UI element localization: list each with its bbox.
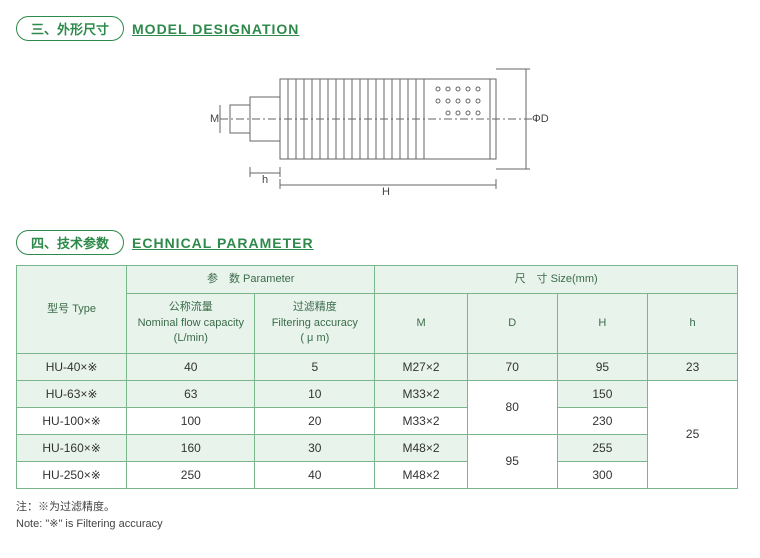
th-hsmall: h xyxy=(648,294,738,353)
table-row: HU-63×※ 63 10 M33×2 80 150 25 xyxy=(17,380,738,407)
th-M: M xyxy=(375,294,468,353)
cell-H: 300 xyxy=(557,461,648,488)
dim-h-label: h xyxy=(262,174,268,186)
cell-H: 95 xyxy=(557,353,648,380)
cell-flow: 250 xyxy=(127,461,255,488)
cell-H: 230 xyxy=(557,407,648,434)
note-zh: 注：※为过滤精度。 xyxy=(16,499,744,517)
cell-D: 95 xyxy=(467,434,557,488)
cell-h: 25 xyxy=(648,380,738,488)
cell-acc: 10 xyxy=(255,380,375,407)
cell-M: M48×2 xyxy=(375,434,468,461)
th-param-group: 参 数 Parameter xyxy=(127,266,375,294)
cell-H: 255 xyxy=(557,434,648,461)
section-1-title: MODEL DESIGNATION xyxy=(132,21,299,37)
th-flow: 公称流量 Nominal flow capacity (L/min) xyxy=(127,294,255,353)
cell-flow: 63 xyxy=(127,380,255,407)
cell-type: HU-160×※ xyxy=(17,434,127,461)
th-type: 型号 Type xyxy=(17,266,127,354)
section-2-header: 四、技术参数 ECHNICAL PARAMETER xyxy=(16,230,744,255)
section-2-pill: 四、技术参数 xyxy=(16,230,124,255)
parameter-table: 型号 Type 参 数 Parameter 尺 寸 Size(mm) 公称流量 … xyxy=(16,265,738,489)
th-size-group: 尺 寸 Size(mm) xyxy=(375,266,738,294)
section-1-header: 三、外形尺寸 MODEL DESIGNATION xyxy=(16,16,744,41)
cell-flow: 160 xyxy=(127,434,255,461)
cell-M: M27×2 xyxy=(375,353,468,380)
table-row: HU-250×※ 250 40 M48×2 300 xyxy=(17,461,738,488)
table-row: HU-100×※ 100 20 M33×2 230 xyxy=(17,407,738,434)
section-1-pill: 三、外形尺寸 xyxy=(16,16,124,41)
table-row: HU-40×※ 40 5 M27×2 70 95 23 xyxy=(17,353,738,380)
footnotes: 注：※为过滤精度。 Note: "※" is Filtering accurac… xyxy=(16,499,744,534)
dim-H-label: H xyxy=(382,186,390,198)
cell-H: 150 xyxy=(557,380,648,407)
cell-M: M33×2 xyxy=(375,407,468,434)
cell-flow: 40 xyxy=(127,353,255,380)
th-accuracy: 过滤精度 Filtering accuracy ( μ m) xyxy=(255,294,375,353)
table-row: HU-160×※ 160 30 M48×2 95 255 xyxy=(17,434,738,461)
dim-phiD-label: ΦD xyxy=(532,113,549,125)
cell-type: HU-63×※ xyxy=(17,380,127,407)
cell-acc: 5 xyxy=(255,353,375,380)
cell-flow: 100 xyxy=(127,407,255,434)
cell-type: HU-250×※ xyxy=(17,461,127,488)
cell-M: M48×2 xyxy=(375,461,468,488)
cell-D: 80 xyxy=(467,380,557,434)
note-en: Note: "※" is Filtering accuracy xyxy=(16,516,744,534)
cell-acc: 40 xyxy=(255,461,375,488)
cell-D: 70 xyxy=(467,353,557,380)
cell-acc: 30 xyxy=(255,434,375,461)
filter-diagram-svg: M h H ΦD xyxy=(200,49,560,209)
th-Hcap: H xyxy=(557,294,648,353)
dim-M-label: M xyxy=(210,113,219,125)
cell-type: HU-40×※ xyxy=(17,353,127,380)
cell-h: 23 xyxy=(648,353,738,380)
model-diagram: M h H ΦD xyxy=(16,49,744,212)
section-2-title: ECHNICAL PARAMETER xyxy=(132,235,314,251)
cell-type: HU-100×※ xyxy=(17,407,127,434)
cell-M: M33×2 xyxy=(375,380,468,407)
th-D: D xyxy=(467,294,557,353)
cell-acc: 20 xyxy=(255,407,375,434)
